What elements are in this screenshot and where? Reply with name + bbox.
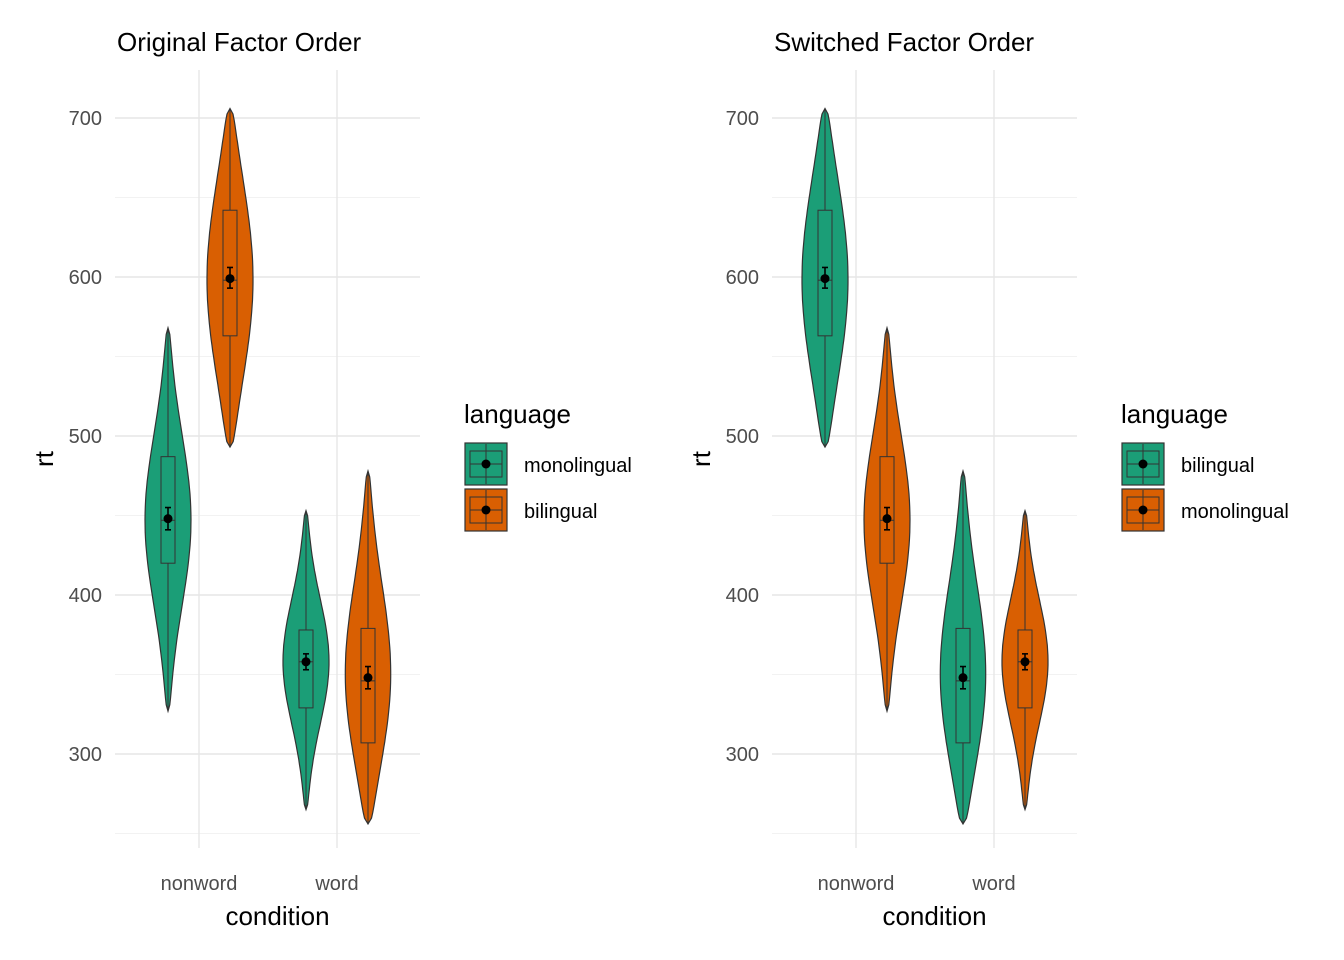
panel-2: 300 400 500 600 700 nonword word Switched Facto… — [686, 27, 1289, 931]
y-tick-label: 300 — [69, 744, 102, 766]
y-tick-label: 600 — [69, 267, 102, 289]
y-axis-title: rt — [686, 450, 716, 467]
y-axis-title: rt — [29, 450, 59, 467]
legend: language bilingual monolingual — [1121, 399, 1289, 532]
x-axis-title: condition — [225, 901, 329, 931]
mean-point — [1020, 657, 1030, 667]
x-tick-label: word — [971, 873, 1015, 895]
y-tick-label: 400 — [726, 585, 759, 607]
mean-point — [882, 514, 892, 524]
mean-point — [363, 673, 373, 683]
legend-key-point — [481, 505, 491, 515]
legend-title: language — [464, 399, 571, 429]
panel-title: Original Factor Order — [117, 27, 362, 57]
legend-label: bilingual — [1181, 455, 1254, 477]
mean-point — [225, 274, 235, 284]
panel-title: Switched Factor Order — [774, 27, 1034, 57]
panel-1: 300 400 500 600 700 nonword word Original Facto… — [29, 27, 632, 931]
legend-label: monolingual — [524, 455, 632, 477]
y-tick-label: 700 — [69, 108, 102, 130]
x-tick-label: nonword — [818, 873, 895, 895]
y-tick-label: 500 — [69, 426, 102, 448]
legend-key-point — [1138, 459, 1148, 469]
mean-point — [163, 514, 173, 524]
x-tick-label: nonword — [161, 873, 238, 895]
mean-point — [958, 673, 968, 683]
legend-key-point — [1138, 505, 1148, 515]
mean-point — [301, 657, 311, 667]
x-tick-label: word — [314, 873, 358, 895]
legend: language monolingual bilingual — [464, 399, 632, 532]
legend-label: bilingual — [524, 501, 597, 523]
legend-key-point — [481, 459, 491, 469]
y-tick-label: 700 — [726, 108, 759, 130]
y-tick-label: 500 — [726, 426, 759, 448]
y-tick-label: 300 — [726, 744, 759, 766]
legend-title: language — [1121, 399, 1228, 429]
mean-point — [820, 274, 830, 284]
y-tick-label: 600 — [726, 267, 759, 289]
x-axis-title: condition — [882, 901, 986, 931]
legend-label: monolingual — [1181, 501, 1289, 523]
y-tick-label: 400 — [69, 585, 102, 607]
